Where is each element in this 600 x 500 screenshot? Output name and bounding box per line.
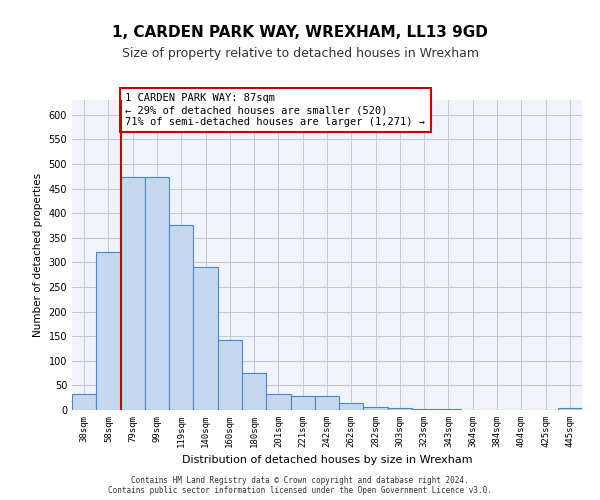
Bar xyxy=(218,340,242,410)
Text: Contains HM Land Registry data © Crown copyright and database right 2024.
Contai: Contains HM Land Registry data © Crown c… xyxy=(108,476,492,495)
Bar xyxy=(364,406,388,410)
Bar xyxy=(436,409,461,410)
Bar xyxy=(266,394,290,410)
Bar xyxy=(193,268,218,410)
Bar xyxy=(315,396,339,410)
Bar xyxy=(412,409,436,410)
Bar xyxy=(242,373,266,410)
X-axis label: Distribution of detached houses by size in Wrexham: Distribution of detached houses by size … xyxy=(182,456,472,466)
Text: 1, CARDEN PARK WAY, WREXHAM, LL13 9GD: 1, CARDEN PARK WAY, WREXHAM, LL13 9GD xyxy=(112,25,488,40)
Text: 1 CARDEN PARK WAY: 87sqm
← 29% of detached houses are smaller (520)
71% of semi-: 1 CARDEN PARK WAY: 87sqm ← 29% of detach… xyxy=(125,94,425,126)
Bar xyxy=(339,403,364,410)
Bar xyxy=(96,252,121,410)
Bar xyxy=(169,226,193,410)
Bar xyxy=(558,408,582,410)
Bar xyxy=(145,178,169,410)
Bar xyxy=(290,396,315,410)
Bar xyxy=(388,408,412,410)
Bar xyxy=(72,394,96,410)
Text: Size of property relative to detached houses in Wrexham: Size of property relative to detached ho… xyxy=(121,48,479,60)
Y-axis label: Number of detached properties: Number of detached properties xyxy=(33,173,43,337)
Bar xyxy=(121,178,145,410)
